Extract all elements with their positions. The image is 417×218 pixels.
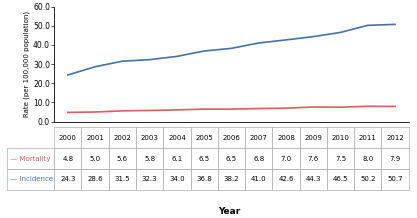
Y-axis label: Rate (per 100,000 population): Rate (per 100,000 population): [24, 11, 30, 117]
Text: Year: Year: [218, 207, 241, 216]
